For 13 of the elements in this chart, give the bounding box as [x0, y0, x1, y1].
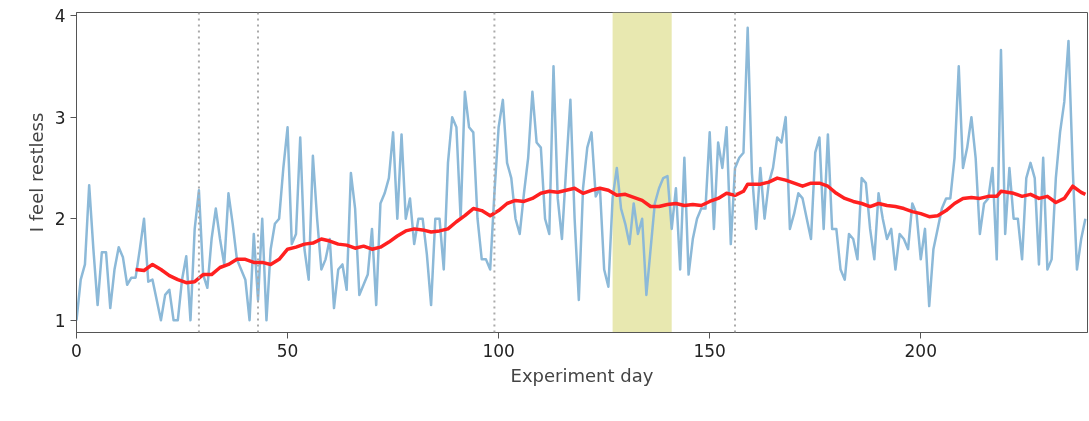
y-axis-title: I feel restless — [25, 112, 47, 233]
line-series — [76, 26, 1087, 322]
y-tick-label: 1 — [54, 310, 66, 331]
line-series — [133, 176, 1088, 285]
x-tick-label: 0 — [71, 340, 82, 361]
x-tick-label: 200 — [904, 340, 937, 361]
y-tick-label: 2 — [54, 209, 66, 230]
x-tick-label: 100 — [482, 340, 515, 361]
x-tick-label: 150 — [693, 340, 726, 361]
x-axis-title: Experiment day — [510, 364, 654, 386]
x-tick-label: 50 — [276, 340, 299, 361]
y-tick-label: 3 — [54, 107, 66, 128]
y-tick-label: 4 — [54, 6, 66, 27]
